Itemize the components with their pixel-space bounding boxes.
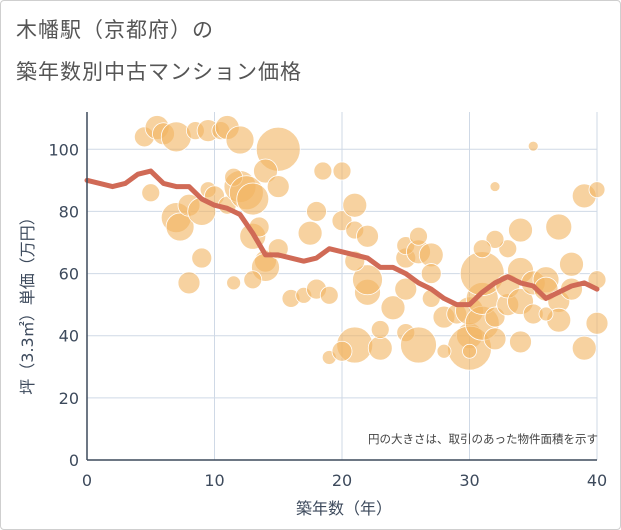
bubble-point (266, 175, 290, 198)
bubble-point (297, 220, 323, 246)
trend-line-layer (84, 168, 600, 308)
bubble-point (527, 140, 539, 152)
bubble-point (313, 161, 333, 181)
bubble-point (483, 327, 507, 351)
bubble-point (545, 213, 573, 241)
bubble-point (538, 306, 554, 322)
bubble-point (420, 263, 442, 284)
bubble-point (352, 264, 383, 296)
x-tick-label: 30 (459, 471, 479, 490)
bubble-point (243, 270, 263, 290)
x-tick-label: 40 (587, 471, 607, 490)
bubble-point (306, 201, 327, 222)
y-axis-label: 坪（3.3㎡）単価（万円） (18, 209, 37, 394)
bubble-point (356, 224, 379, 248)
x-tick-label: 20 (332, 471, 352, 490)
bubble-point (485, 229, 505, 249)
x-axis-label: 築年数（年） (296, 499, 392, 518)
bubble-point (236, 182, 270, 216)
bubble-point (331, 340, 353, 362)
bubble-point (571, 335, 597, 361)
bubble-point (160, 121, 192, 153)
y-tick-label: 0 (69, 451, 79, 470)
y-tick-label: 20 (59, 389, 79, 408)
bubble-point (508, 217, 533, 243)
y-tick-label: 40 (59, 327, 79, 346)
bubble-point (489, 181, 501, 192)
bubble-point (559, 251, 584, 277)
bubble-point (498, 239, 518, 259)
bubble-layer (133, 115, 609, 371)
size-note: 円の大きさは、取引のあった物件面積を示す (368, 432, 598, 446)
bubble-point (472, 239, 492, 259)
chart-title-line1: 木幡駅（京都府）の (16, 18, 214, 42)
bubble-point (165, 212, 195, 242)
bubble-point (225, 125, 255, 155)
bubble-point (226, 275, 242, 291)
bubble-point (380, 295, 406, 321)
bubble-point (436, 343, 452, 359)
bubble-point (588, 181, 606, 199)
bubble-point (400, 326, 437, 364)
bubble-point (370, 320, 390, 339)
bubble-point (585, 311, 609, 335)
bubble-point (141, 183, 161, 203)
x-tick-label: 10 (204, 471, 224, 490)
bubble-point (462, 343, 477, 359)
x-tick-label: 0 (82, 471, 92, 490)
bubble-point (177, 271, 201, 295)
bubble-point (253, 158, 278, 184)
bubble-point (367, 335, 393, 361)
bubble-point (319, 285, 339, 305)
axes: 0 10 20 30 40 0 20 40 60 80 100 (48, 112, 607, 490)
average-price-line (84, 168, 600, 308)
bubble-point (342, 192, 368, 218)
bubble-point (509, 330, 532, 354)
bubble-point (191, 247, 213, 269)
bubble-point (332, 161, 352, 181)
chart-title-line2: 築年数別中古マンション価格 (16, 60, 302, 84)
y-tick-label: 80 (59, 202, 79, 221)
y-tick-label: 100 (48, 140, 79, 159)
y-tick-label: 60 (59, 265, 79, 284)
bubble-point (409, 226, 428, 246)
bubble-point (394, 277, 418, 301)
